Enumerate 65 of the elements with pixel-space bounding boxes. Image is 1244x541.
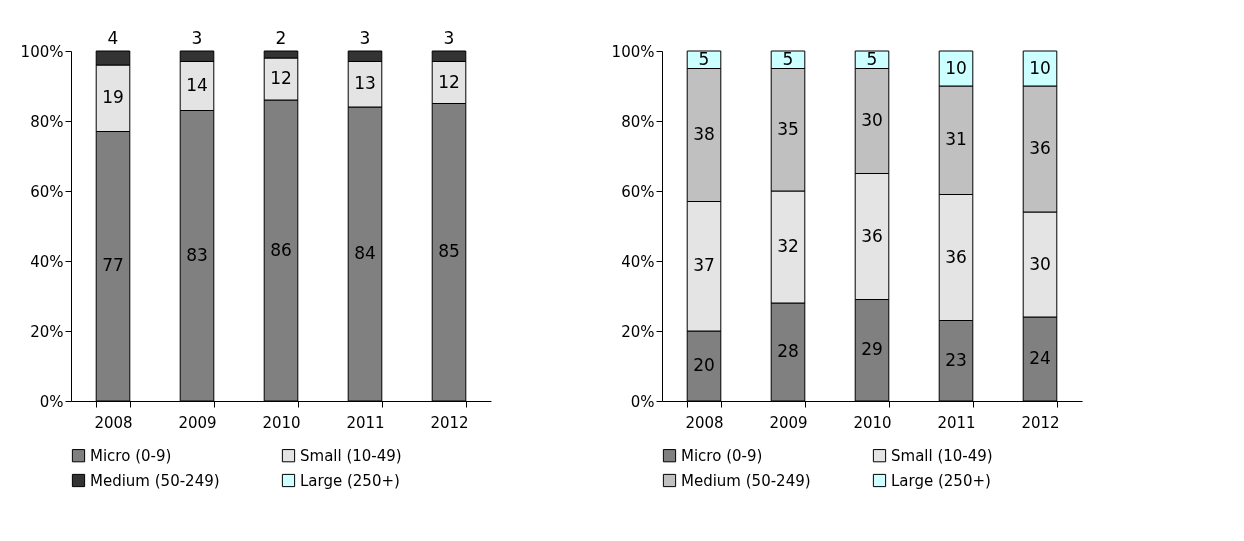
x-tick-label: 2010 bbox=[853, 413, 892, 432]
x-tick-label: 2009 bbox=[178, 413, 217, 432]
y-tick-label: 40% bbox=[621, 252, 655, 271]
data-label: 32 bbox=[777, 236, 799, 256]
y-tick-label: 80% bbox=[621, 112, 655, 131]
y-tick-label: 20% bbox=[621, 322, 655, 341]
data-label: 3 bbox=[359, 28, 371, 48]
data-label: 5 bbox=[866, 48, 878, 69]
data-label: 31 bbox=[945, 129, 967, 150]
data-label: 83 bbox=[186, 244, 208, 265]
data-label: 30 bbox=[1029, 253, 1051, 274]
data-label: 30 bbox=[861, 110, 883, 130]
y-tick-label: 100% bbox=[20, 42, 64, 61]
y-tick-label: 100% bbox=[611, 42, 655, 61]
data-label: 29 bbox=[861, 339, 883, 360]
y-tick-label: 40% bbox=[30, 252, 64, 271]
legend-label: Small (10-49) bbox=[891, 446, 993, 465]
x-tick-label: 2008 bbox=[685, 413, 724, 432]
legend-label: Medium (50-249) bbox=[90, 471, 220, 490]
data-label: 19 bbox=[102, 87, 124, 108]
data-label: 4 bbox=[107, 28, 119, 48]
x-tick-label: 2008 bbox=[94, 413, 133, 432]
x-tick-label: 2012 bbox=[430, 413, 469, 432]
legend-label: Micro (0-9) bbox=[90, 446, 172, 465]
y-tick-label: 0% bbox=[630, 392, 655, 411]
y-tick-label: 60% bbox=[621, 182, 655, 201]
data-label: 24 bbox=[1029, 348, 1051, 368]
data-label: 3 bbox=[443, 28, 455, 48]
data-label: 36 bbox=[861, 225, 883, 246]
data-label: 36 bbox=[1029, 138, 1051, 158]
legend-label: Large (250+) bbox=[891, 471, 991, 490]
data-label: 38 bbox=[693, 124, 715, 144]
x-tick-label: 2009 bbox=[769, 413, 808, 432]
y-tick-label: 0% bbox=[39, 392, 64, 411]
data-label: 12 bbox=[438, 71, 460, 92]
data-label: 5 bbox=[782, 48, 794, 69]
data-label: 28 bbox=[777, 341, 799, 361]
x-tick-label: 2012 bbox=[1021, 413, 1060, 432]
data-label: 13 bbox=[354, 73, 376, 94]
x-tick-label: 2011 bbox=[346, 413, 385, 432]
x-tick-label: 2010 bbox=[262, 413, 301, 432]
data-label: 37 bbox=[693, 255, 715, 276]
data-label: 85 bbox=[438, 241, 460, 262]
data-label: 10 bbox=[945, 57, 967, 78]
legend-label: Small (10-49) bbox=[300, 446, 402, 465]
legend-label: Micro (0-9) bbox=[681, 446, 763, 465]
data-label: 2 bbox=[275, 28, 287, 48]
data-label: 35 bbox=[777, 118, 799, 139]
legend-label: Large (250+) bbox=[300, 471, 400, 490]
y-tick-label: 20% bbox=[30, 322, 64, 341]
data-label: 14 bbox=[186, 75, 208, 95]
data-label: 84 bbox=[354, 243, 376, 263]
data-label: 86 bbox=[270, 239, 292, 260]
data-label: 77 bbox=[102, 255, 124, 276]
data-label: 5 bbox=[698, 48, 710, 69]
x-tick-label: 2011 bbox=[937, 413, 976, 432]
data-label: 20 bbox=[693, 355, 715, 375]
y-tick-label: 80% bbox=[30, 112, 64, 131]
data-label: 23 bbox=[945, 349, 967, 370]
data-label: 3 bbox=[191, 28, 203, 48]
data-label: 10 bbox=[1029, 57, 1051, 78]
y-tick-label: 60% bbox=[30, 182, 64, 201]
legend-label: Medium (50-249) bbox=[681, 471, 811, 490]
data-label: 36 bbox=[945, 246, 967, 267]
data-label: 12 bbox=[270, 68, 292, 88]
